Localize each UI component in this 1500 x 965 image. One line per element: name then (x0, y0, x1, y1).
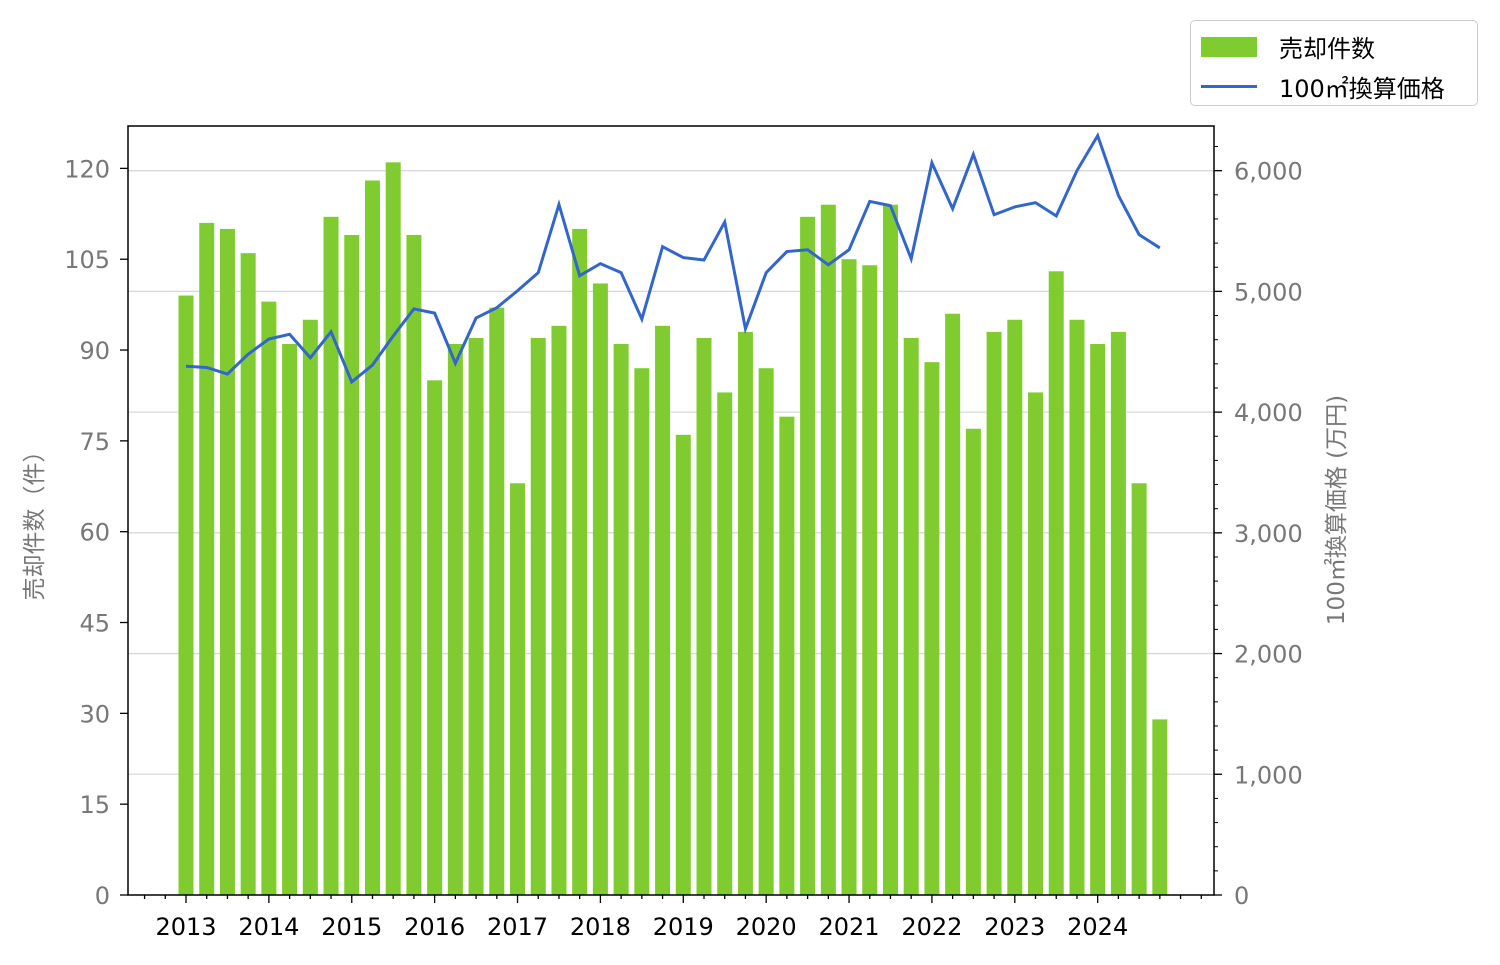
bar (1028, 392, 1044, 895)
bar (219, 228, 235, 895)
x-tick-label: 2017 (487, 913, 548, 941)
y-tick-label: 45 (79, 610, 110, 638)
y-tick-label: 105 (64, 246, 110, 274)
y2-tick-label: 6,000 (1234, 158, 1303, 186)
bar (199, 222, 215, 895)
bar (675, 434, 691, 895)
bar (924, 362, 940, 895)
bar (717, 392, 733, 895)
bar (592, 283, 608, 895)
price-line (185, 132, 1161, 385)
bar (986, 331, 1002, 895)
bar (468, 337, 484, 895)
bar (385, 162, 401, 896)
y2-tick-label: 1,000 (1234, 761, 1303, 789)
x-tick-label: 2024 (1067, 913, 1128, 941)
y-tick-label: 15 (79, 791, 110, 819)
y-tick-label: 30 (79, 700, 110, 728)
bar (1069, 319, 1085, 895)
bar (427, 380, 443, 896)
bar (302, 319, 318, 895)
bar (655, 325, 671, 895)
legend: 売却件数 100㎡換算価格 (1190, 20, 1478, 106)
bar (447, 343, 463, 895)
bar (282, 343, 298, 895)
bar (261, 301, 277, 896)
legend-item-line: 100㎡換算価格 (1201, 69, 1445, 104)
bar (572, 228, 588, 895)
y-tick-label: 90 (79, 337, 110, 365)
legend-swatch-line (1201, 85, 1257, 88)
bar (820, 204, 836, 895)
y2-tick-label: 5,000 (1234, 278, 1303, 306)
x-tick-label: 2016 (404, 913, 465, 941)
bar (530, 337, 546, 895)
bar (613, 343, 629, 895)
y2-axis-label: 100㎡換算価格 (万円) (1324, 395, 1350, 625)
y2-tick-label: 2,000 (1234, 641, 1303, 669)
bar (800, 216, 816, 895)
bar (178, 295, 194, 895)
x-tick-label: 2013 (155, 913, 216, 941)
y2-tick-label: 3,000 (1234, 520, 1303, 548)
y-tick-label: 120 (64, 155, 110, 183)
bar (696, 337, 712, 895)
bar (634, 368, 650, 895)
bar (406, 234, 422, 895)
bar (489, 307, 505, 895)
bar (779, 416, 795, 895)
y-axis-label: 売却件数（件） (22, 440, 48, 601)
legend-label-line: 100㎡換算価格 (1279, 75, 1445, 103)
bar (903, 337, 919, 895)
bar (364, 180, 380, 895)
bar (965, 428, 981, 895)
bar (1110, 331, 1126, 895)
bar (551, 325, 567, 895)
legend-item-bar: 売却件数 (1201, 29, 1375, 64)
bar (862, 265, 878, 896)
y-tick-label: 0 (95, 882, 110, 910)
y2-tick-label: 4,000 (1234, 399, 1303, 427)
bar (344, 234, 360, 895)
bar (510, 483, 526, 895)
bar (1131, 483, 1147, 895)
bar (841, 259, 857, 895)
bar (1048, 271, 1064, 895)
x-tick-label: 2021 (819, 913, 880, 941)
legend-swatch-bar (1201, 36, 1257, 57)
bar (758, 368, 774, 895)
y-tick-label: 60 (79, 519, 110, 547)
plot-frame (127, 125, 1215, 896)
bar (323, 216, 339, 895)
bar (882, 204, 898, 895)
x-tick-label: 2014 (238, 913, 299, 941)
x-tick-label: 2023 (984, 913, 1045, 941)
bar (1007, 319, 1023, 895)
bar (945, 313, 961, 896)
y2-tick-label: 0 (1234, 882, 1249, 910)
x-tick-label: 2019 (653, 913, 714, 941)
bar (240, 253, 256, 896)
bar (1090, 343, 1106, 895)
bar (737, 331, 753, 895)
x-tick-label: 2022 (901, 913, 962, 941)
x-tick-label: 2018 (570, 913, 631, 941)
x-tick-label: 2015 (321, 913, 382, 941)
x-tick-label: 2020 (736, 913, 797, 941)
legend-label-bar: 売却件数 (1279, 35, 1375, 63)
bar (1152, 719, 1168, 895)
y-tick-label: 75 (79, 428, 110, 456)
